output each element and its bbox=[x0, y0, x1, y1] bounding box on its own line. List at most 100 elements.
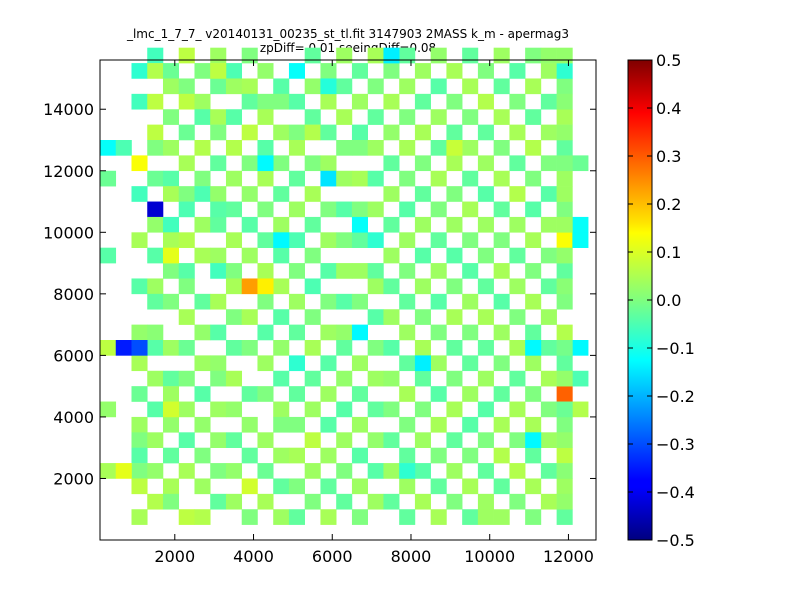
plot-area: 2000 4000 6000 8000 10000 12000 2000 4000 6000 8… bbox=[43, 47, 597, 566]
heatmap-cell bbox=[225, 263, 243, 279]
heatmap-cell bbox=[572, 370, 589, 387]
heatmap-cell bbox=[399, 293, 416, 310]
heatmap-cell bbox=[162, 216, 180, 233]
heatmap-cell bbox=[320, 78, 337, 95]
y-tick-label: 6000 bbox=[53, 346, 94, 365]
heatmap-cell bbox=[257, 386, 274, 402]
heatmap-cell bbox=[414, 278, 431, 295]
heatmap-cell bbox=[147, 140, 164, 156]
heatmap-cell bbox=[241, 478, 258, 495]
heatmap-cell bbox=[446, 216, 463, 233]
heatmap-cell bbox=[273, 370, 290, 387]
heatmap-cell bbox=[304, 124, 321, 141]
heatmap-cell bbox=[572, 155, 589, 172]
heatmap-cell bbox=[336, 78, 353, 95]
heatmap-cell bbox=[383, 340, 400, 356]
heatmap-cell bbox=[383, 216, 400, 233]
heatmap-cell bbox=[178, 432, 195, 448]
heatmap-cell bbox=[556, 278, 573, 295]
heatmap-cell bbox=[100, 340, 117, 356]
heatmap-cell bbox=[288, 386, 305, 402]
heatmap-cell bbox=[493, 201, 510, 218]
heatmap-cell bbox=[241, 447, 258, 464]
heatmap-cell bbox=[556, 232, 573, 248]
heatmap-cell bbox=[147, 432, 164, 448]
heatmap-cell bbox=[304, 401, 321, 418]
heatmap-cell bbox=[131, 509, 148, 525]
heatmap-cell bbox=[162, 386, 180, 402]
heatmap-cell bbox=[210, 370, 227, 387]
heatmap-cell bbox=[210, 432, 227, 448]
heatmap-cell bbox=[147, 93, 164, 110]
x-tick-label: 4000 bbox=[233, 547, 274, 566]
heatmap-cell bbox=[288, 293, 305, 310]
heatmap-cell bbox=[493, 109, 510, 125]
heatmap-cell bbox=[178, 401, 195, 418]
heatmap-cell bbox=[147, 340, 164, 356]
y-axis: 2000 4000 6000 8000 10000 12000 14000 bbox=[43, 100, 596, 488]
heatmap-cell bbox=[477, 216, 494, 233]
heatmap-cell bbox=[430, 263, 447, 279]
heatmap-cell bbox=[414, 309, 431, 325]
heatmap-cell bbox=[509, 493, 526, 510]
heatmap-cell bbox=[351, 216, 368, 233]
heatmap-cell bbox=[399, 232, 416, 248]
heatmap-cell bbox=[273, 216, 290, 233]
heatmap-cell bbox=[367, 140, 384, 156]
heatmap-cell bbox=[525, 201, 542, 218]
heatmap-cell bbox=[477, 247, 494, 264]
heatmap-cell bbox=[162, 401, 180, 418]
heatmap-cell bbox=[556, 355, 573, 372]
heatmap-cell bbox=[304, 463, 321, 479]
heatmap-cell bbox=[162, 170, 180, 187]
heatmap-cell bbox=[414, 401, 431, 418]
heatmap-cell bbox=[225, 63, 243, 79]
heatmap-cell bbox=[430, 386, 447, 402]
heatmap-cell bbox=[430, 293, 447, 310]
heatmap-cell bbox=[178, 201, 195, 218]
heatmap-cell bbox=[336, 370, 353, 387]
heatmap-cell bbox=[147, 324, 164, 341]
colorbar-tick-label: 0.4 bbox=[656, 99, 681, 118]
heatmap-cell bbox=[304, 340, 321, 356]
heatmap-cell bbox=[241, 416, 258, 433]
heatmap-cell bbox=[225, 201, 243, 218]
heatmap-cell bbox=[178, 278, 195, 295]
heatmap-cell bbox=[131, 416, 148, 433]
heatmap-cell bbox=[430, 447, 447, 464]
heatmap-cell bbox=[556, 247, 573, 264]
heatmap-cell bbox=[178, 93, 195, 110]
heatmap-cell bbox=[509, 278, 526, 295]
heatmap-cell bbox=[225, 278, 243, 295]
heatmap-cell bbox=[100, 401, 117, 418]
heatmap-cell bbox=[540, 309, 557, 325]
heatmap-cell bbox=[162, 186, 180, 202]
heatmap-cell bbox=[131, 447, 148, 464]
heatmap-cell bbox=[493, 232, 510, 248]
x-tick-label: 10000 bbox=[464, 547, 515, 566]
heatmap-cell bbox=[509, 186, 526, 202]
heatmap-cell bbox=[131, 232, 148, 248]
heatmap-cell bbox=[131, 324, 148, 341]
heatmap-cell bbox=[430, 109, 447, 125]
heatmap-cell bbox=[336, 463, 353, 479]
heatmap-cell bbox=[477, 432, 494, 448]
colorbar-tick-label: 0.3 bbox=[656, 147, 681, 166]
heatmap-cell bbox=[351, 93, 368, 110]
heatmap-cell bbox=[147, 278, 164, 295]
heatmap-cell bbox=[493, 386, 510, 402]
heatmap-cell bbox=[477, 124, 494, 141]
x-axis: 2000 4000 6000 8000 10000 12000 bbox=[154, 60, 594, 566]
heatmap-cell bbox=[525, 232, 542, 248]
heatmap-cell bbox=[556, 93, 573, 110]
heatmap-cell bbox=[462, 109, 479, 125]
heatmap-cell bbox=[147, 293, 164, 310]
heatmap-cell bbox=[446, 186, 463, 202]
heatmap-cell bbox=[525, 293, 542, 310]
heatmap-cell bbox=[336, 109, 353, 125]
heatmap-cell bbox=[194, 509, 211, 525]
heatmap-cell bbox=[525, 324, 542, 341]
heatmap-cell bbox=[540, 247, 557, 264]
heatmap-cell bbox=[162, 263, 180, 279]
x-tick-label: 6000 bbox=[312, 547, 353, 566]
